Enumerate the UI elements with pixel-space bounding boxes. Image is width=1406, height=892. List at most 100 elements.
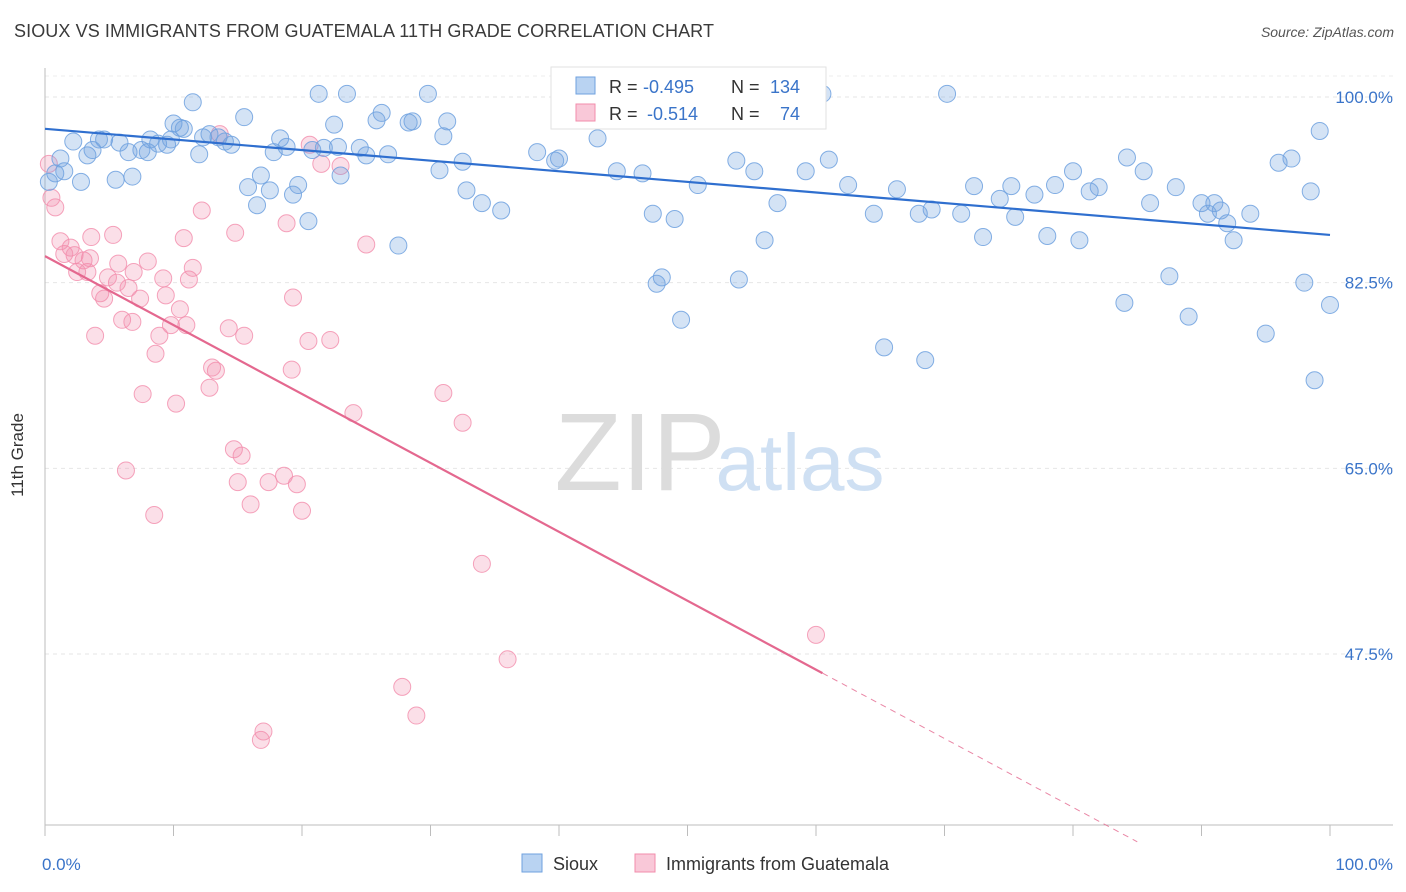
sioux-point: [965, 177, 984, 196]
guatemala-point: [299, 332, 318, 351]
sioux-point: [652, 268, 671, 287]
guatemala-point: [232, 446, 251, 465]
sioux-point: [588, 129, 607, 148]
sioux-point: [796, 162, 815, 181]
guatemala-point: [259, 473, 278, 492]
sioux-point: [1310, 121, 1329, 140]
guatemala-point: [498, 650, 517, 669]
guatemala-point: [226, 223, 245, 242]
guatemala-point: [331, 156, 350, 175]
sioux-point: [688, 176, 707, 195]
guatemala-point: [472, 554, 491, 573]
guatemala-point: [357, 235, 376, 254]
legend-label-guatemala: Immigrants from Guatemala: [666, 854, 890, 874]
guatemala-point: [82, 228, 101, 247]
guatemala-point: [123, 312, 142, 331]
sioux-point: [78, 146, 97, 165]
sioux-point: [1321, 295, 1339, 314]
guatemala-trend-extrapolated: [822, 672, 1138, 843]
legend-item-sioux[interactable]: Sioux: [521, 853, 598, 874]
sioux-point: [492, 201, 511, 220]
sioux-point: [430, 161, 449, 180]
guatemala-point: [282, 360, 301, 379]
guatemala-point: [119, 278, 138, 297]
guatemala-point: [138, 252, 157, 271]
sioux-point: [299, 212, 318, 231]
guatemala-point: [46, 198, 65, 217]
guatemala-point: [98, 268, 117, 287]
sioux-point: [974, 228, 993, 247]
source-label: Source: ZipAtlas.com: [1260, 24, 1394, 40]
sioux-point: [1205, 194, 1224, 213]
guatemala-point: [287, 475, 306, 494]
series-guatemala-points: [39, 125, 825, 749]
sioux-point: [1046, 176, 1065, 195]
sioux-point: [55, 162, 74, 181]
guatemala-point: [206, 361, 225, 380]
sioux-point: [819, 150, 838, 169]
guatemala-point: [42, 188, 61, 207]
legend-item-guatemala[interactable]: Immigrants from Guatemala: [634, 853, 890, 874]
sioux-trend-line: [44, 127, 1331, 237]
guatemala-point: [95, 289, 114, 308]
guatemala-point: [174, 229, 193, 248]
guatemala-point: [254, 722, 273, 741]
sioux-point: [174, 119, 193, 138]
sioux-point: [83, 141, 102, 160]
guatemala-point: [200, 378, 219, 397]
guatemala-point: [219, 319, 238, 338]
sioux-point: [309, 84, 328, 103]
sioux-point: [1218, 214, 1237, 233]
guatemala-point: [133, 385, 152, 404]
guatemala-point: [312, 154, 331, 173]
stats-n-label-guatemala: N =: [731, 104, 765, 124]
sioux-point: [337, 84, 356, 103]
guatemala-point: [224, 440, 243, 459]
sioux-point: [289, 176, 308, 195]
sioux-point: [1064, 162, 1082, 181]
sioux-point: [916, 351, 935, 370]
guatemala-point: [179, 270, 198, 289]
sioux-point: [875, 338, 894, 357]
guatemala-point: [107, 273, 126, 292]
sioux-point: [418, 84, 437, 103]
guatemala-point: [167, 394, 186, 413]
guatemala-point: [407, 706, 426, 725]
guatemala-point: [192, 201, 211, 220]
sioux-point: [1089, 178, 1108, 197]
tick-labels: 100.0% 82.5% 65.0% 47.5% 0.0% 100.0%: [42, 88, 1393, 874]
guatemala-point: [150, 326, 169, 345]
stats-r-value-sioux: -0.495: [643, 77, 694, 97]
stats-box: R = -0.495 N = 134 R = -0.514 N = 74: [550, 66, 827, 130]
stats-swatch-guatemala: [575, 103, 596, 122]
sioux-point: [248, 196, 267, 215]
sioux-point: [1192, 194, 1211, 213]
sioux-point: [403, 112, 422, 131]
sioux-point: [1305, 371, 1324, 390]
sioux-point: [328, 137, 347, 156]
sioux-point: [64, 132, 83, 151]
sioux-point: [132, 141, 151, 160]
guatemala-point: [293, 501, 311, 520]
sioux-point: [434, 127, 453, 146]
guatemala-point: [154, 269, 173, 288]
guatemala-point: [145, 506, 164, 525]
sioux-point: [727, 151, 746, 170]
sioux-point: [95, 130, 114, 149]
guatemala-point: [86, 326, 105, 345]
stats-n-value-guatemala: 74: [780, 104, 800, 124]
sioux-point: [1256, 324, 1275, 343]
sioux-point: [1166, 178, 1185, 197]
guatemala-point: [393, 677, 412, 696]
sioux-point: [284, 185, 303, 204]
sioux-point: [89, 130, 108, 149]
sioux-point: [665, 210, 684, 229]
sioux-point: [1080, 182, 1099, 201]
guatemala-point: [109, 254, 128, 273]
stats-r-value-guatemala: -0.514: [647, 104, 698, 124]
stats-r-label-guatemala: R =: [609, 104, 643, 124]
sioux-point: [106, 170, 125, 189]
sioux-point: [755, 231, 774, 250]
sioux-point: [1224, 231, 1243, 250]
